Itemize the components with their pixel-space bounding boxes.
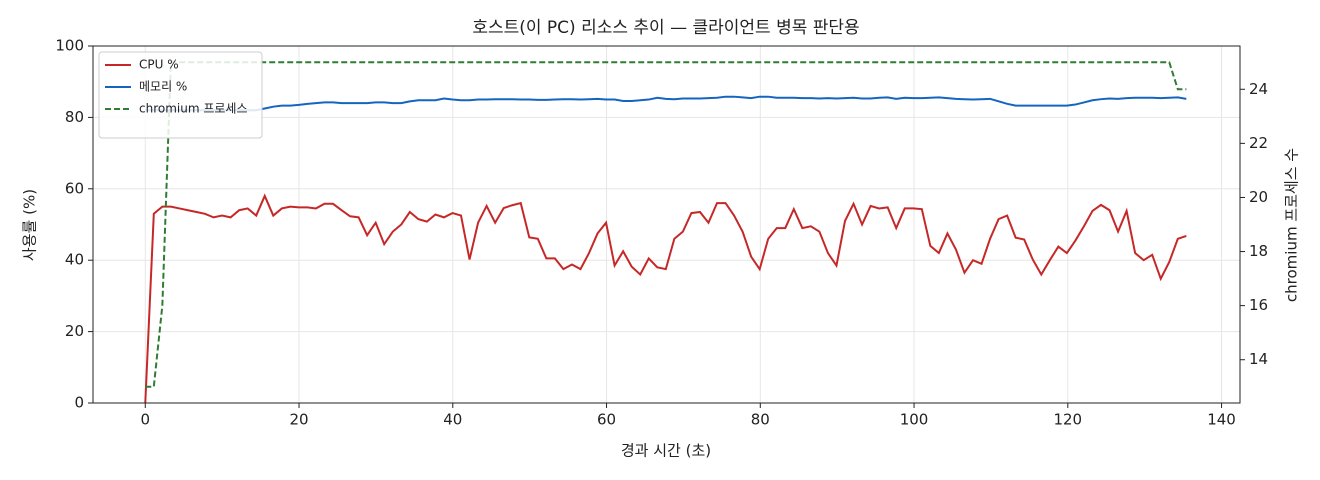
legend-label: chromium 프로세스 (139, 102, 248, 116)
series-line (145, 61, 1187, 388)
y2-tick-label: 22 (1249, 134, 1268, 152)
y2-tick-label: 14 (1249, 350, 1268, 368)
y-axis-label: 사용률 (%) (21, 189, 39, 261)
y2-axis-label: chromium 프로세스 수 (1283, 148, 1301, 302)
series-line (144, 193, 1187, 404)
x-tick-label: 20 (289, 411, 308, 429)
y-tick-label: 40 (65, 251, 84, 269)
y-tick-label: 20 (65, 322, 84, 340)
legend-box (98, 51, 263, 139)
y2-tick-label: 16 (1249, 296, 1268, 314)
legend-label: 메모리 % (139, 80, 187, 94)
chart-title: 호스트(이 PC) 리소스 추이 — 클라이언트 병목 판단용 (472, 18, 859, 38)
x-tick-label: 80 (751, 411, 770, 429)
series-line (145, 95, 1187, 112)
y-tick-label: 80 (65, 108, 84, 126)
y-tick-label: 100 (55, 37, 84, 55)
x-tick-label: 100 (900, 411, 929, 429)
y-tick-label: 0 (74, 394, 84, 412)
x-tick-label: 40 (443, 411, 462, 429)
y-tick-label: 60 (65, 179, 84, 197)
y2-tick-label: 18 (1249, 242, 1268, 260)
plot-frame (92, 45, 1241, 404)
y2-tick-label: 20 (1249, 188, 1268, 206)
x-tick-label: 140 (1207, 411, 1236, 429)
x-tick-label: 120 (1053, 411, 1082, 429)
y2-tick-label: 24 (1249, 80, 1268, 98)
x-tick-label: 0 (141, 411, 151, 429)
legend-label: CPU % (139, 58, 179, 72)
x-axis-label: 경과 시간 (초) (621, 442, 711, 460)
x-tick-label: 60 (597, 411, 616, 429)
